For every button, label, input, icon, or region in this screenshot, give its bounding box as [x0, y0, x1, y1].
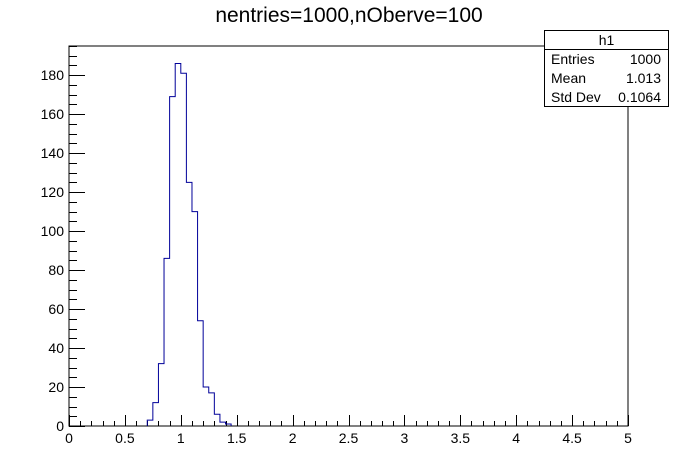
- stats-row-mean: Mean 1.013: [545, 69, 668, 88]
- x-tick-label: 4: [512, 430, 520, 446]
- y-tick-label: 60: [48, 301, 64, 317]
- stats-row-stddev: Std Dev 0.1064: [545, 88, 668, 107]
- histogram-bin: [153, 403, 159, 426]
- x-tick-label: 1: [177, 430, 185, 446]
- histogram-bin: [164, 258, 170, 426]
- stats-histogram-name: h1: [545, 31, 668, 50]
- stats-label-stddev: Std Dev: [551, 89, 601, 105]
- y-tick-label: 80: [48, 262, 64, 278]
- y-tick-label: 40: [48, 340, 64, 356]
- y-tick-label: 140: [41, 145, 65, 161]
- chart-title: nentries=1000,nOberve=100: [215, 4, 483, 27]
- stats-label-entries: Entries: [551, 51, 595, 67]
- histogram-bin: [220, 422, 226, 426]
- histogram-bin: [198, 321, 204, 426]
- x-tick-label: 5: [624, 430, 632, 446]
- histogram-bin: [158, 364, 164, 426]
- stats-box: h1 Entries 1000 Mean 1.013 Std Dev 0.106…: [544, 30, 669, 107]
- x-tick-label: 3.5: [451, 430, 471, 446]
- x-tick-label: 0.5: [115, 430, 135, 446]
- x-tick-label: 0: [65, 430, 73, 446]
- y-tick-label: 120: [41, 184, 65, 200]
- y-tick-label: 180: [41, 67, 65, 83]
- x-tick-label: 3: [401, 430, 409, 446]
- plot-frame: [68, 45, 629, 427]
- x-tick-label: 1.5: [227, 430, 247, 446]
- histogram-bin: [147, 420, 153, 426]
- histogram-bin: [226, 424, 232, 426]
- x-tick-label: 2.5: [339, 430, 359, 446]
- histogram-bin: [214, 414, 220, 426]
- histogram-bin: [192, 212, 198, 426]
- stats-value-stddev: 0.1064: [618, 89, 661, 105]
- y-tick-label: 100: [41, 223, 65, 239]
- x-tick-label: 2: [289, 430, 297, 446]
- stats-value-entries: 1000: [629, 51, 661, 67]
- y-tick-label: 160: [41, 106, 65, 122]
- stats-value-mean: 1.013: [625, 70, 661, 86]
- stats-label-mean: Mean: [551, 70, 587, 86]
- y-tick-label: 0: [56, 418, 64, 434]
- histogram-bin: [175, 64, 181, 426]
- histogram-bin: [203, 387, 209, 426]
- stats-row-entries: Entries 1000: [545, 50, 668, 69]
- histogram-bin: [181, 73, 187, 426]
- histogram-outline: [146, 63, 232, 426]
- histogram-bin: [186, 182, 192, 426]
- histogram-bin: [209, 393, 215, 426]
- histogram-bin: [170, 97, 176, 426]
- y-tick-label: 20: [48, 379, 64, 395]
- x-tick-label: 4.5: [562, 430, 582, 446]
